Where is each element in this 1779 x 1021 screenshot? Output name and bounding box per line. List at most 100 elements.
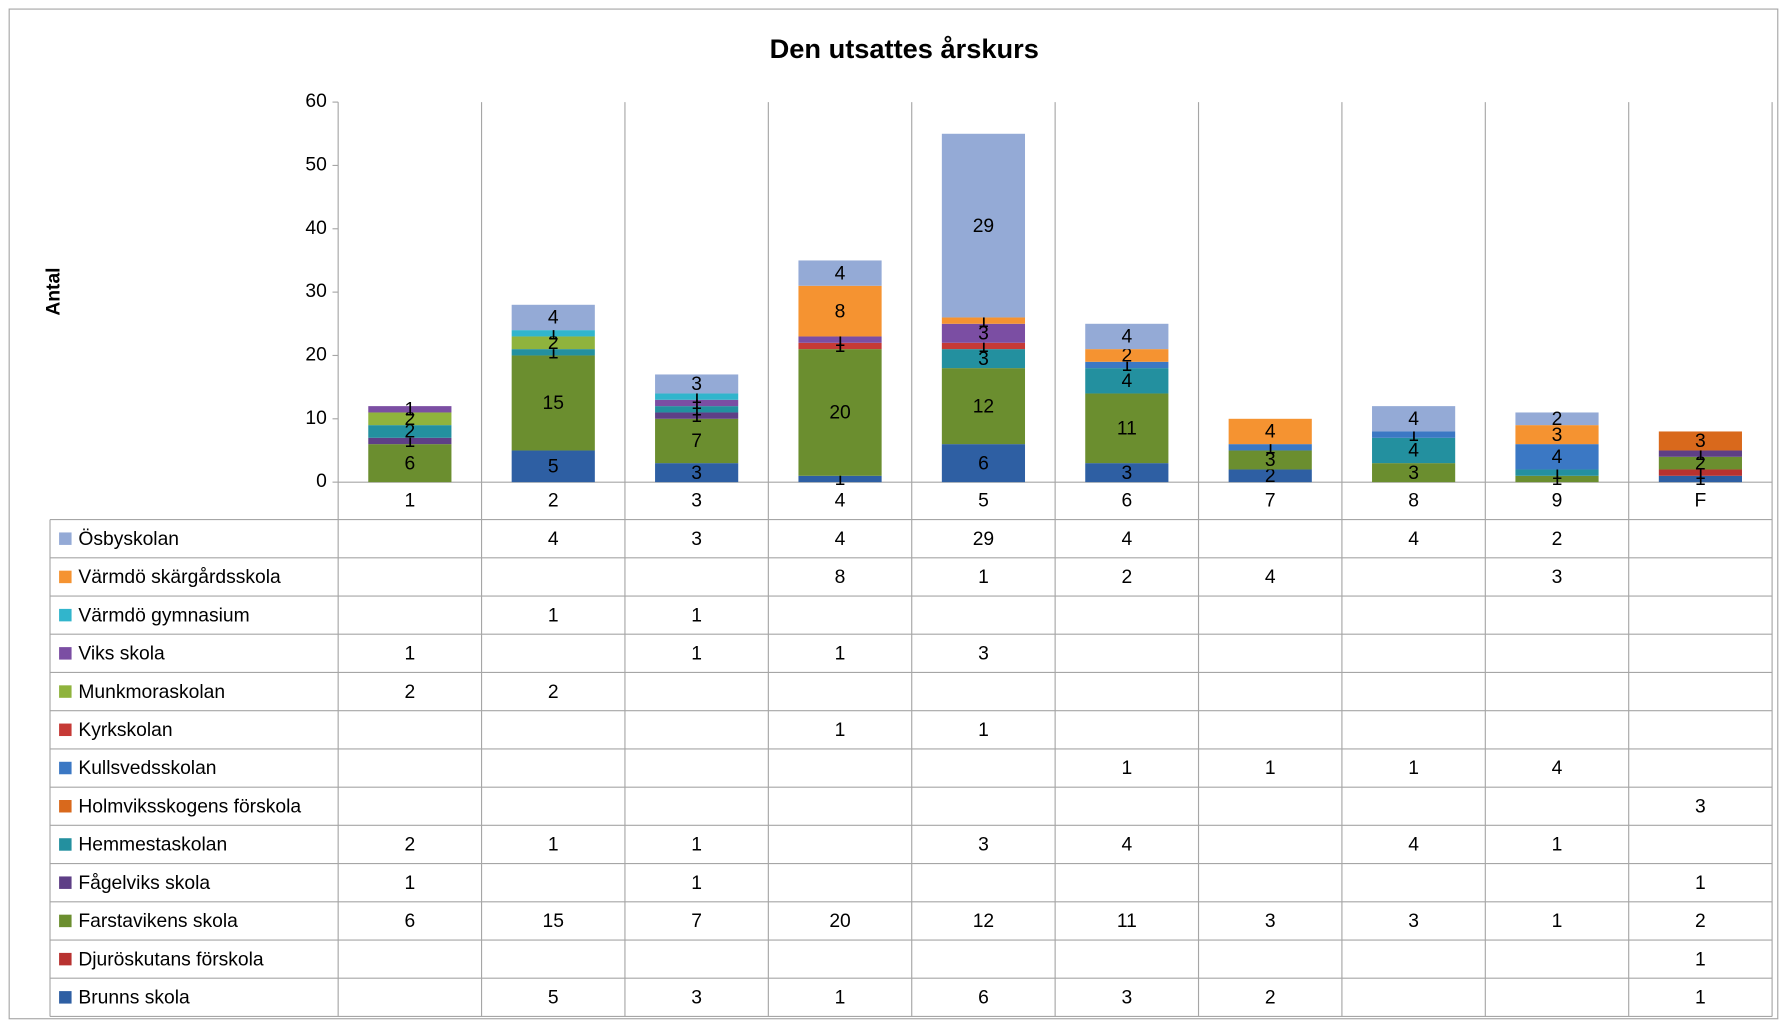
- legend-label: Farstavikens skola: [78, 911, 238, 932]
- bar-segment: [1228, 444, 1312, 451]
- table-cell: 3: [1552, 567, 1563, 588]
- bar-segment: [941, 133, 1026, 318]
- bar-segment: [511, 304, 595, 331]
- table-cell: 2: [1265, 988, 1276, 1009]
- bar-segment: [798, 285, 882, 337]
- y-tick-label: 60: [305, 91, 326, 112]
- chart-title: Den utsattes årskurs: [770, 33, 1039, 64]
- data-label: 1: [1695, 469, 1706, 490]
- data-label: 4: [1408, 441, 1419, 462]
- table-cell: 1: [548, 605, 559, 626]
- y-tick-label: 0: [316, 471, 327, 492]
- table-cell: 1: [978, 720, 989, 741]
- bar-segment: [655, 393, 739, 400]
- data-label: 4: [548, 308, 559, 329]
- bar-segment: [655, 406, 739, 413]
- table-cell: 1: [1695, 988, 1706, 1009]
- data-label: 1: [691, 393, 702, 414]
- table-cell: 2: [1695, 911, 1706, 932]
- data-label: 3: [691, 374, 702, 395]
- table-cell: 1: [691, 605, 702, 626]
- legend-key: [59, 723, 72, 737]
- table-cell: 2: [404, 682, 415, 703]
- table-cell: 12: [973, 911, 994, 932]
- bar-segment: [655, 399, 739, 407]
- x-tick-label: 6: [1121, 491, 1132, 512]
- legend-key: [59, 914, 72, 928]
- bar-segment: [1228, 469, 1312, 483]
- legend-label: Värmdö gymnasium: [78, 605, 249, 626]
- legend-label: Kullsvedsskolan: [78, 758, 216, 779]
- bar-segment: [1085, 463, 1169, 483]
- table-cell: 1: [691, 873, 702, 894]
- data-label: 3: [1552, 425, 1563, 446]
- table-cell: 4: [1552, 758, 1563, 779]
- table-cell: 6: [978, 988, 989, 1009]
- table-cell: 1: [404, 644, 415, 665]
- table-cell: 3: [1121, 988, 1132, 1009]
- bar-segment: [941, 349, 1026, 369]
- bar-segment: [1515, 475, 1599, 483]
- legend-key: [59, 570, 72, 584]
- table-cell: 2: [548, 682, 559, 703]
- legend-label: Viks skola: [78, 644, 165, 665]
- data-label: 15: [543, 393, 564, 414]
- legend-key: [59, 761, 72, 775]
- data-label: 1: [691, 400, 702, 421]
- data-label: 2: [1265, 466, 1276, 487]
- data-label: 1: [1265, 438, 1276, 459]
- bar-segment: [1515, 469, 1599, 476]
- data-label: 12: [973, 396, 994, 417]
- bar-segment: [1658, 469, 1742, 476]
- table-cell: 11: [1117, 911, 1137, 932]
- legend-label: Munkmoraskolan: [78, 682, 225, 703]
- data-label: 1: [548, 343, 559, 364]
- data-label: 1: [404, 431, 415, 452]
- data-label: 2: [404, 409, 415, 430]
- bar-segment: [1515, 425, 1599, 445]
- bar-segment: [1658, 450, 1742, 457]
- y-axis-label: Antal: [44, 267, 65, 315]
- data-label: 4: [1121, 327, 1132, 348]
- data-label: 2: [1695, 453, 1706, 474]
- bar-segment: [368, 437, 452, 445]
- data-label: 1: [835, 330, 846, 351]
- bar-segment: [511, 355, 595, 451]
- x-tick-label: 8: [1408, 491, 1419, 512]
- table-cell: 1: [1695, 949, 1706, 970]
- data-label: 3: [978, 349, 989, 370]
- bar-segment: [511, 349, 595, 356]
- data-label: 1: [1552, 469, 1563, 490]
- table-cell: 4: [1408, 835, 1419, 856]
- legend-key: [59, 647, 72, 660]
- legend-label: Kyrkskolan: [78, 720, 172, 741]
- table-cell: 4: [1121, 529, 1132, 550]
- legend-key: [59, 608, 72, 622]
- data-label: 5: [548, 457, 559, 478]
- table-cell: 1: [691, 835, 702, 856]
- bar-segment: [1372, 431, 1456, 438]
- bar-segment: [368, 406, 452, 413]
- bar-segment: [1515, 444, 1599, 470]
- bar-segment: [1085, 393, 1169, 464]
- data-label: 1: [691, 406, 702, 427]
- data-label: 6: [978, 453, 989, 474]
- table-cell: 4: [1265, 567, 1276, 588]
- table-cell: 3: [1695, 796, 1706, 817]
- data-label: 1: [978, 311, 989, 332]
- bar-segment: [1515, 412, 1599, 426]
- data-label: 3: [691, 463, 702, 484]
- bar-segment: [798, 260, 882, 286]
- bar-segment: [941, 368, 1026, 445]
- bar-segment: [1372, 437, 1456, 464]
- data-label: 1: [835, 469, 846, 490]
- data-label: 4: [835, 263, 846, 284]
- data-label: 4: [1265, 422, 1276, 443]
- bar-segment: [655, 412, 739, 419]
- data-label: 4: [1552, 447, 1563, 468]
- legend-key: [59, 991, 72, 1004]
- data-label: 2: [1121, 346, 1132, 367]
- legend-label: Hemmestaskolan: [78, 835, 227, 856]
- table-cell: 2: [1121, 567, 1132, 588]
